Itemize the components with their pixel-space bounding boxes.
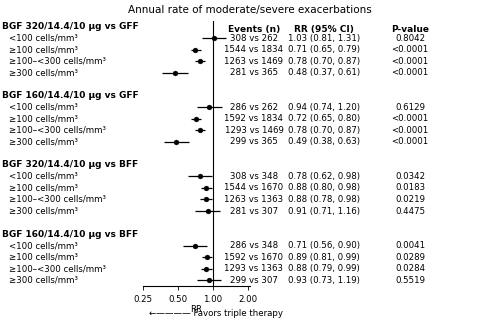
Text: 1263 vs 1363: 1263 vs 1363 bbox=[224, 195, 284, 204]
Text: 0.91 (0.71, 1.16): 0.91 (0.71, 1.16) bbox=[288, 206, 360, 215]
Text: ≥100 cells/mm³: ≥100 cells/mm³ bbox=[9, 114, 78, 123]
Text: BGF 320/14.4/10 μg vs BFF: BGF 320/14.4/10 μg vs BFF bbox=[2, 161, 138, 170]
Text: <100 cells/mm³: <100 cells/mm³ bbox=[9, 103, 78, 112]
Text: BGF 160/14.4/10 μg vs GFF: BGF 160/14.4/10 μg vs GFF bbox=[2, 91, 139, 100]
Text: 0.5519: 0.5519 bbox=[395, 276, 425, 285]
Text: <100 cells/mm³: <100 cells/mm³ bbox=[9, 241, 78, 250]
Text: <0.0001: <0.0001 bbox=[392, 126, 428, 135]
Text: 0.0041: 0.0041 bbox=[395, 241, 425, 250]
Text: ≥100 cells/mm³: ≥100 cells/mm³ bbox=[9, 253, 78, 262]
Text: 299 vs 365: 299 vs 365 bbox=[230, 137, 278, 146]
Text: Annual rate of moderate/severe exacerbations: Annual rate of moderate/severe exacerbat… bbox=[128, 5, 372, 15]
Text: 0.8042: 0.8042 bbox=[395, 34, 425, 43]
Text: ≥100–<300 cells/mm³: ≥100–<300 cells/mm³ bbox=[9, 195, 106, 204]
Text: <0.0001: <0.0001 bbox=[392, 114, 428, 123]
Text: <100 cells/mm³: <100 cells/mm³ bbox=[9, 172, 78, 181]
Text: 0.0284: 0.0284 bbox=[395, 264, 425, 273]
Text: 0.93 (0.73, 1.19): 0.93 (0.73, 1.19) bbox=[288, 276, 360, 285]
Text: 299 vs 307: 299 vs 307 bbox=[230, 276, 278, 285]
Text: 1592 vs 1670: 1592 vs 1670 bbox=[224, 253, 284, 262]
Text: ≥300 cells/mm³: ≥300 cells/mm³ bbox=[9, 68, 78, 77]
Text: 281 vs 365: 281 vs 365 bbox=[230, 68, 278, 77]
Text: <0.0001: <0.0001 bbox=[392, 137, 428, 146]
Text: 0.88 (0.78, 0.98): 0.88 (0.78, 0.98) bbox=[288, 195, 360, 204]
Text: 0.0342: 0.0342 bbox=[395, 172, 425, 181]
Text: <0.0001: <0.0001 bbox=[392, 45, 428, 54]
Text: Events (n): Events (n) bbox=[228, 25, 280, 34]
Text: 0.0183: 0.0183 bbox=[395, 183, 425, 193]
Text: <100 cells/mm³: <100 cells/mm³ bbox=[9, 34, 78, 43]
Text: 0.78 (0.70, 0.87): 0.78 (0.70, 0.87) bbox=[288, 57, 360, 66]
Text: 0.72 (0.65, 0.80): 0.72 (0.65, 0.80) bbox=[288, 114, 360, 123]
Text: 0.6129: 0.6129 bbox=[395, 103, 425, 112]
Text: RR (95% CI): RR (95% CI) bbox=[294, 25, 354, 34]
Text: 0.78 (0.70, 0.87): 0.78 (0.70, 0.87) bbox=[288, 126, 360, 135]
Text: 286 vs 348: 286 vs 348 bbox=[230, 241, 278, 250]
Text: 0.88 (0.80, 0.98): 0.88 (0.80, 0.98) bbox=[288, 183, 360, 193]
Text: 281 vs 307: 281 vs 307 bbox=[230, 206, 278, 215]
Text: <0.0001: <0.0001 bbox=[392, 68, 428, 77]
Text: 0.94 (0.74, 1.20): 0.94 (0.74, 1.20) bbox=[288, 103, 360, 112]
Text: 0.78 (0.62, 0.98): 0.78 (0.62, 0.98) bbox=[288, 172, 360, 181]
Text: 1.03 (0.81, 1.31): 1.03 (0.81, 1.31) bbox=[288, 34, 360, 43]
Text: 0.71 (0.65, 0.79): 0.71 (0.65, 0.79) bbox=[288, 45, 360, 54]
Text: 1544 vs 1834: 1544 vs 1834 bbox=[224, 45, 284, 54]
Text: ≥300 cells/mm³: ≥300 cells/mm³ bbox=[9, 206, 78, 215]
Text: 0.89 (0.81, 0.99): 0.89 (0.81, 0.99) bbox=[288, 253, 360, 262]
Text: 286 vs 262: 286 vs 262 bbox=[230, 103, 278, 112]
Text: 0.88 (0.79, 0.99): 0.88 (0.79, 0.99) bbox=[288, 264, 360, 273]
Text: 0.4475: 0.4475 bbox=[395, 206, 425, 215]
Text: ≥100–<300 cells/mm³: ≥100–<300 cells/mm³ bbox=[9, 57, 106, 66]
Text: ≥300 cells/mm³: ≥300 cells/mm³ bbox=[9, 137, 78, 146]
Text: 1263 vs 1469: 1263 vs 1469 bbox=[224, 57, 284, 66]
Text: 308 vs 348: 308 vs 348 bbox=[230, 172, 278, 181]
Text: ≥100 cells/mm³: ≥100 cells/mm³ bbox=[9, 45, 78, 54]
Text: ≥100 cells/mm³: ≥100 cells/mm³ bbox=[9, 183, 78, 193]
Text: 308 vs 262: 308 vs 262 bbox=[230, 34, 278, 43]
Text: BGF 320/14.4/10 μg vs GFF: BGF 320/14.4/10 μg vs GFF bbox=[2, 22, 139, 31]
Text: ≥100–<300 cells/mm³: ≥100–<300 cells/mm³ bbox=[9, 126, 106, 135]
Text: 0.0219: 0.0219 bbox=[395, 195, 425, 204]
Text: 0.48 (0.37, 0.61): 0.48 (0.37, 0.61) bbox=[288, 68, 360, 77]
Text: 1592 vs 1834: 1592 vs 1834 bbox=[224, 114, 284, 123]
Text: 0.49 (0.38, 0.63): 0.49 (0.38, 0.63) bbox=[288, 137, 360, 146]
Text: <0.0001: <0.0001 bbox=[392, 57, 428, 66]
Text: ≥300 cells/mm³: ≥300 cells/mm³ bbox=[9, 276, 78, 285]
Text: ←———— Favors triple therapy: ←———— Favors triple therapy bbox=[149, 309, 283, 318]
Text: 1293 vs 1469: 1293 vs 1469 bbox=[224, 126, 284, 135]
Text: P-value: P-value bbox=[391, 25, 429, 34]
Text: 1544 vs 1670: 1544 vs 1670 bbox=[224, 183, 284, 193]
Text: 0.0289: 0.0289 bbox=[395, 253, 425, 262]
Text: BGF 160/14.4/10 μg vs BFF: BGF 160/14.4/10 μg vs BFF bbox=[2, 230, 138, 238]
Text: ≥100–<300 cells/mm³: ≥100–<300 cells/mm³ bbox=[9, 264, 106, 273]
X-axis label: RR: RR bbox=[190, 305, 202, 314]
Text: 0.71 (0.56, 0.90): 0.71 (0.56, 0.90) bbox=[288, 241, 360, 250]
Text: 1293 vs 1363: 1293 vs 1363 bbox=[224, 264, 284, 273]
